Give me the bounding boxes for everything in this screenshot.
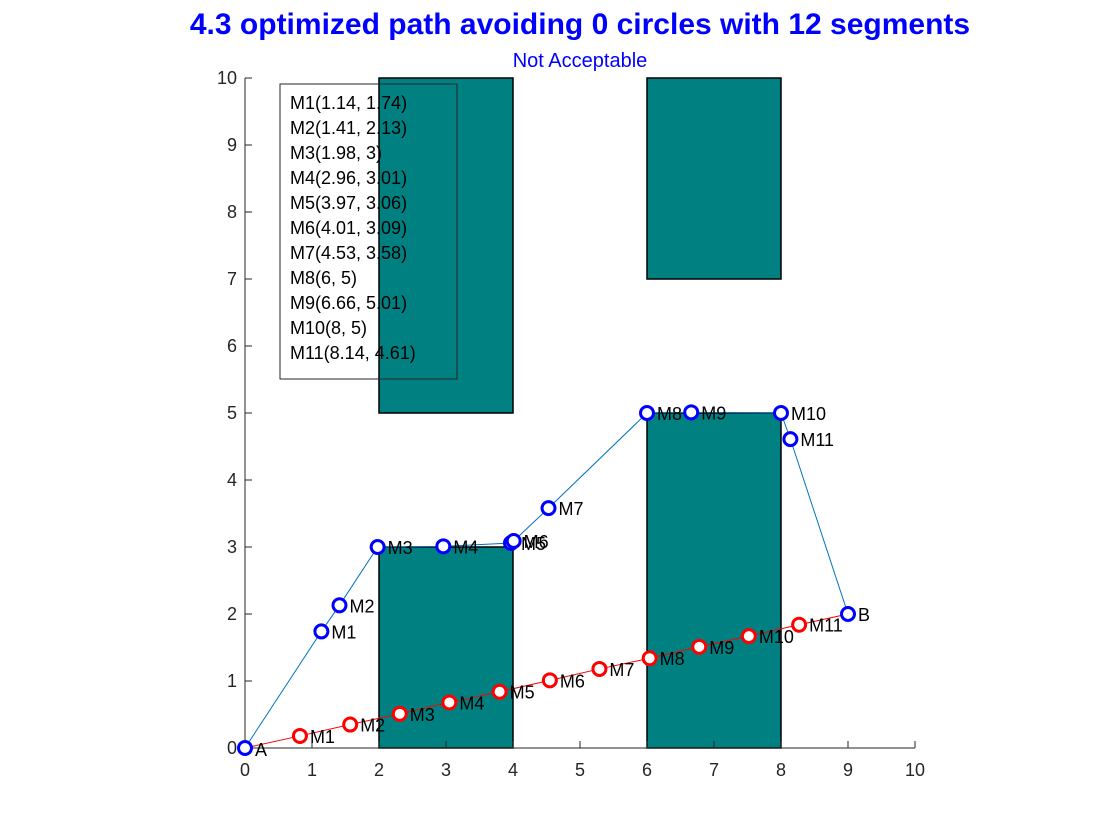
series-2-label-m6: M6 [560,671,585,691]
series-1-point-m9 [683,404,700,421]
start-point [237,740,253,756]
obstacle-rect-4 [646,412,782,749]
series-1-label-m9: M9 [701,403,726,423]
series-1-label-m2: M2 [349,596,374,616]
series-1-point-m6 [505,532,522,549]
series-1-label-m3: M3 [388,538,413,558]
series-1-point-m8 [639,405,655,421]
series-2-label-m1: M1 [310,727,335,747]
series-2-label-m11: M11 [809,616,843,636]
obstacles-layer [378,77,782,749]
series-1-label-m10: M10 [791,404,826,424]
legend-entry: M3(1.98, 3) [290,143,382,163]
obstacle-rect-2 [646,77,782,280]
series-1-label-m4: M4 [453,537,478,557]
series-1-label-m5: M5 [521,534,546,554]
series-1-label-m8: M8 [657,404,682,424]
end-label: B [858,605,870,625]
series-2-point-m1 [291,727,308,744]
series-2-label-m10: M10 [759,627,794,647]
series-1-point-m11 [782,431,799,448]
x-tick-label: 6 [642,760,652,780]
series-1-label-m1: M1 [331,622,356,642]
series-2-point-m4 [441,694,458,711]
series-1-point-m2 [331,597,348,614]
series-2-point-m10 [740,628,757,645]
series-2-label-m9: M9 [709,638,734,658]
legend-entry: M6(4.01, 3.09) [290,218,407,238]
series-2-label-m5: M5 [510,683,535,703]
series-1-label-m7: M7 [559,499,584,519]
x-tick-label: 2 [374,760,384,780]
y-tick-label: 9 [227,135,237,155]
legend-entry: M8(6, 5) [290,268,357,288]
legend-box: M1(1.14, 1.74) M2(1.41, 2.13) M3(1.98, 3) M… [279,83,458,380]
series-1-label-m11: M11 [800,430,834,450]
series-1-point-m7 [540,500,557,517]
y-tick-label: 8 [227,202,237,222]
x-tick-label: 7 [709,760,719,780]
x-tick-label: 5 [575,760,585,780]
legend-entry: M2(1.41, 2.13) [290,118,407,138]
legend-entry: M7(4.53, 3.58) [290,243,407,263]
chart-subtitle: Not Acceptable [512,50,648,72]
y-tick-label: 5 [227,403,237,423]
y-tick-label: 10 [217,68,237,88]
y-tick-label: 6 [227,336,237,356]
start-label: A [255,740,267,760]
legend-entry: M9(6.66, 5.01) [290,293,407,313]
y-tick-label: 7 [227,269,237,289]
x-tick-label: 9 [843,760,853,780]
end-point [840,606,856,622]
x-tick-label: 4 [508,760,518,780]
y-tick-label: 2 [227,604,237,624]
y-tick-label: 3 [227,537,237,557]
chart-title: 4.3 optimized path avoiding 0 circles wi… [189,8,971,41]
series-2-point-m2 [342,716,359,733]
axes-layer: 0 1 2 3 4 5 6 7 8 9 10 0 1 2 3 4 5 6 7 8 9 10 [217,68,925,780]
series-2-label-m7: M7 [609,660,634,680]
series-2-label-m8: M8 [660,649,685,669]
x-tick-label: 3 [441,760,451,780]
x-tick-label: 1 [307,760,317,780]
y-tick-label: 0 [227,738,237,758]
legend-entry: M11(8.14, 4.61) [290,343,416,363]
legend-entry: M10(8, 5) [290,318,367,338]
series-1-label-m6: M6 [524,532,549,552]
x-tick-label: 0 [240,760,250,780]
legend-entry: M1(1.14, 1.74) [290,93,407,113]
series-2-label-m4: M4 [459,693,484,713]
y-tick-label: 1 [227,671,237,691]
series-1-point-m10 [773,405,789,421]
series-2-label-m3: M3 [410,705,435,725]
series-2-point-m9 [691,638,708,655]
series-1-point-m4 [435,538,452,555]
series-1-point-m1 [313,623,330,640]
series-2-point-m11 [791,616,808,633]
obstacle-rect-1 [378,77,514,414]
x-tick-label: 10 [905,760,925,780]
series-2-point-m5 [491,683,508,700]
y-tick-label: 4 [227,470,237,490]
series-2-point-m3 [391,705,408,722]
legend-entry: M4(2.96, 3.01) [290,168,407,188]
x-tick-label: 8 [776,760,786,780]
series-2-point-m7 [591,660,608,677]
series-2-point-m8 [641,650,658,667]
series-2-label-m2: M2 [360,716,385,736]
legend-frame [279,83,458,380]
series-1-point-m3 [369,539,386,555]
legend-entry: M5(3.97, 3.06) [290,193,407,213]
series-2-point-m6 [541,672,558,689]
